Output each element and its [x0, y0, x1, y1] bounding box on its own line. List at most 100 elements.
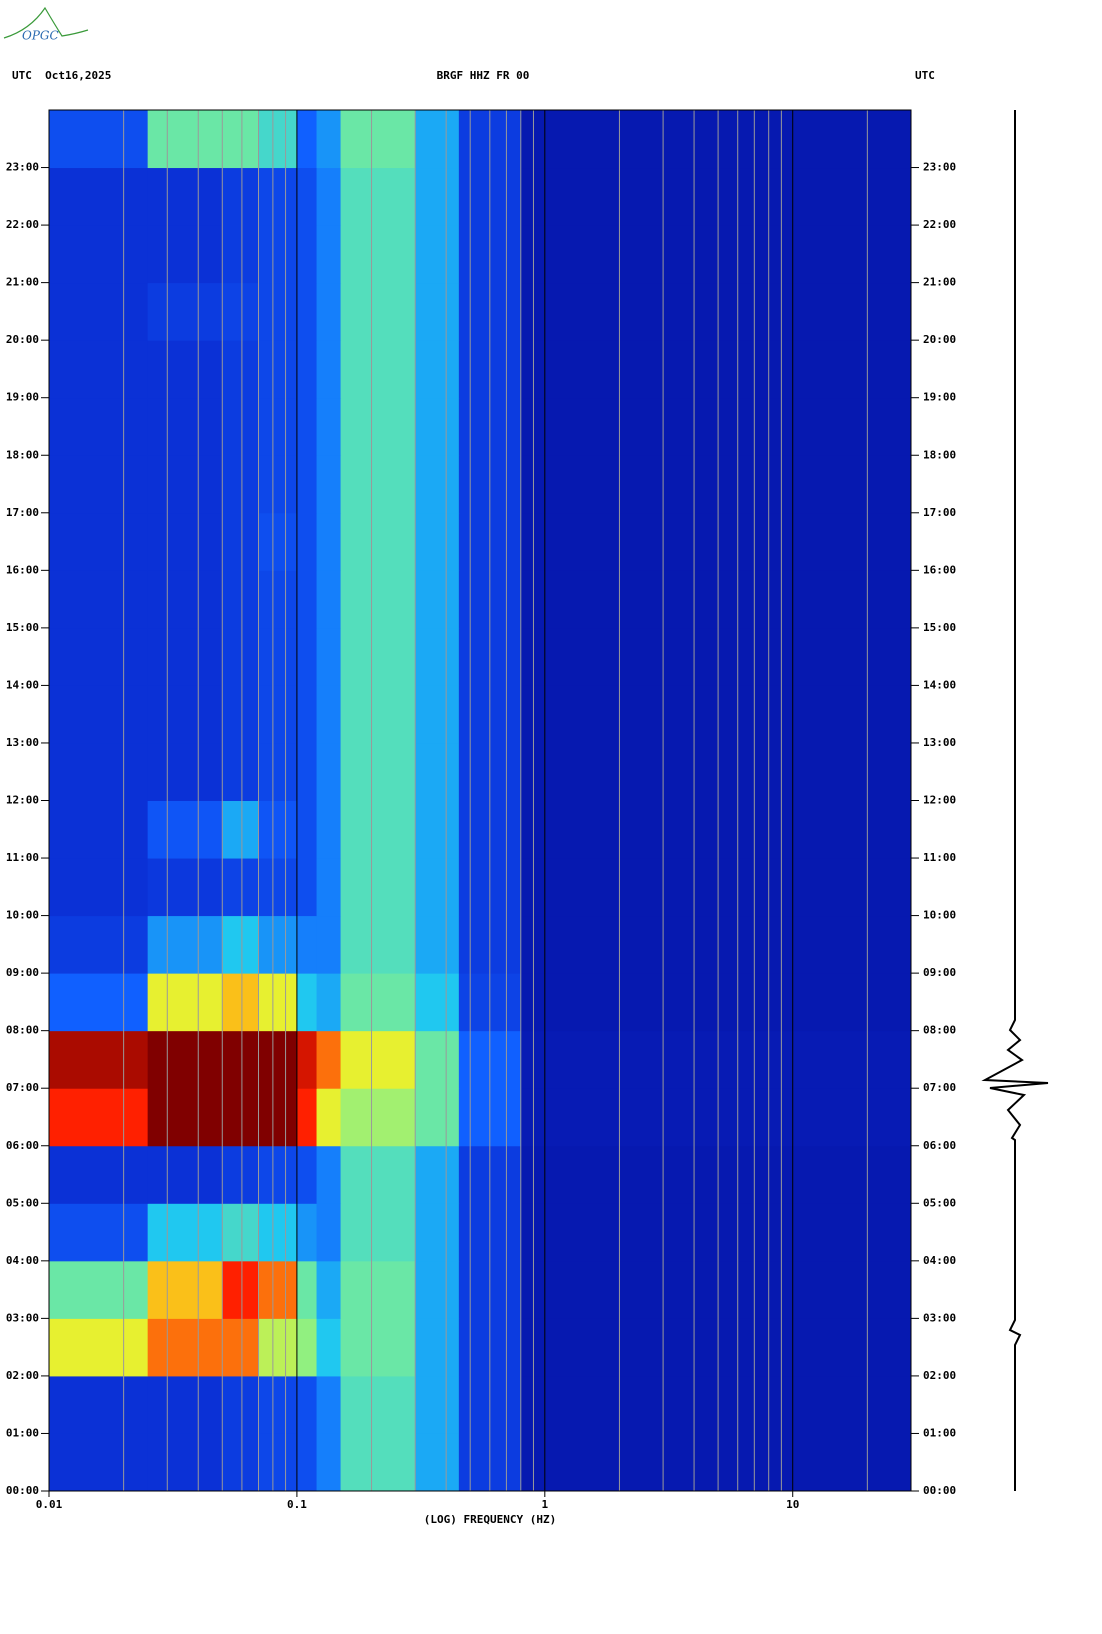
y-tick-label: 23:00	[923, 161, 956, 174]
cell	[520, 627, 912, 686]
x-tick-label: 10	[786, 1498, 799, 1511]
cell	[415, 800, 460, 859]
cell	[49, 627, 149, 686]
cell	[316, 282, 342, 341]
cell	[147, 512, 223, 571]
cell	[520, 512, 912, 571]
cell	[222, 685, 260, 744]
cell	[49, 397, 149, 456]
cell	[316, 1433, 342, 1492]
cell	[520, 1030, 912, 1089]
cell	[258, 1433, 298, 1492]
y-tick-label: 15:00	[923, 621, 956, 634]
y-tick-label: 10:00	[6, 909, 39, 922]
axes: 0.01 0.1 1 10 00:00 00:00 01:00 01:00 02:00 02:00…	[6, 109, 956, 1511]
cell	[147, 1203, 223, 1262]
cell	[147, 627, 223, 686]
cell	[222, 570, 260, 629]
cell	[316, 1088, 342, 1147]
cell	[296, 512, 318, 571]
cell	[316, 570, 342, 629]
cell	[316, 512, 342, 571]
cell	[49, 800, 149, 859]
left-header: UTC Oct16,2025	[12, 69, 111, 82]
cell	[520, 742, 912, 801]
cell	[222, 915, 260, 974]
cell	[258, 1375, 298, 1434]
cell	[340, 1203, 416, 1262]
cell	[147, 1030, 223, 1089]
cell	[520, 1318, 912, 1377]
cell	[222, 110, 260, 169]
cell	[340, 225, 416, 284]
cell	[340, 167, 416, 226]
cell	[222, 858, 260, 917]
cell	[258, 1203, 298, 1262]
cell	[222, 455, 260, 514]
cell	[296, 1260, 318, 1319]
x-tick-label: 1	[541, 1498, 548, 1511]
cell	[147, 570, 223, 629]
cell	[49, 915, 149, 974]
cell	[147, 915, 223, 974]
cell	[258, 110, 298, 169]
cell	[415, 167, 460, 226]
y-tick-label: 08:00	[923, 1024, 956, 1037]
y-tick-label: 21:00	[6, 276, 39, 289]
cell	[49, 110, 149, 169]
cell	[520, 455, 912, 514]
cell	[147, 973, 223, 1032]
cell	[340, 685, 416, 744]
cell	[296, 397, 318, 456]
cell	[258, 1318, 298, 1377]
cell	[340, 1260, 416, 1319]
cell	[49, 858, 149, 917]
cell	[340, 1088, 416, 1147]
cell	[258, 570, 298, 629]
cell	[296, 800, 318, 859]
cell	[316, 973, 342, 1032]
cell	[296, 1203, 318, 1262]
cell	[340, 858, 416, 917]
cell	[258, 742, 298, 801]
cell	[147, 1433, 223, 1492]
cell	[258, 397, 298, 456]
cell	[147, 340, 223, 399]
cell	[147, 110, 223, 169]
cell	[415, 570, 460, 629]
cell	[147, 1318, 223, 1377]
y-tick-label: 06:00	[923, 1139, 956, 1152]
cell	[49, 1318, 149, 1377]
cell	[340, 627, 416, 686]
cell	[296, 167, 318, 226]
cell	[415, 742, 460, 801]
y-tick-label: 05:00	[6, 1196, 39, 1209]
cell	[296, 1318, 318, 1377]
cell	[49, 685, 149, 744]
y-tick-label: 22:00	[923, 218, 956, 231]
y-tick-label: 18:00	[923, 448, 956, 461]
cell	[222, 1145, 260, 1204]
cell	[296, 627, 318, 686]
logo-text: OPGC	[22, 29, 59, 43]
cell	[222, 512, 260, 571]
logo-curve	[3, 6, 89, 39]
cell	[415, 973, 460, 1032]
cell	[222, 167, 260, 226]
y-tick-label: 12:00	[6, 794, 39, 807]
y-tick-label: 04:00	[6, 1254, 39, 1267]
cell	[520, 167, 912, 226]
y-tick-label: 21:00	[923, 276, 956, 289]
cell	[520, 570, 912, 629]
cell	[520, 858, 912, 917]
cell	[258, 512, 298, 571]
cell	[520, 225, 912, 284]
cell	[340, 512, 416, 571]
cell	[222, 397, 260, 456]
cell	[147, 167, 223, 226]
y-tick-label: 23:00	[6, 161, 39, 174]
cell	[296, 1375, 318, 1434]
y-tick-label: 14:00	[923, 678, 956, 691]
y-tick-label: 17:00	[6, 506, 39, 519]
cell	[49, 1145, 149, 1204]
